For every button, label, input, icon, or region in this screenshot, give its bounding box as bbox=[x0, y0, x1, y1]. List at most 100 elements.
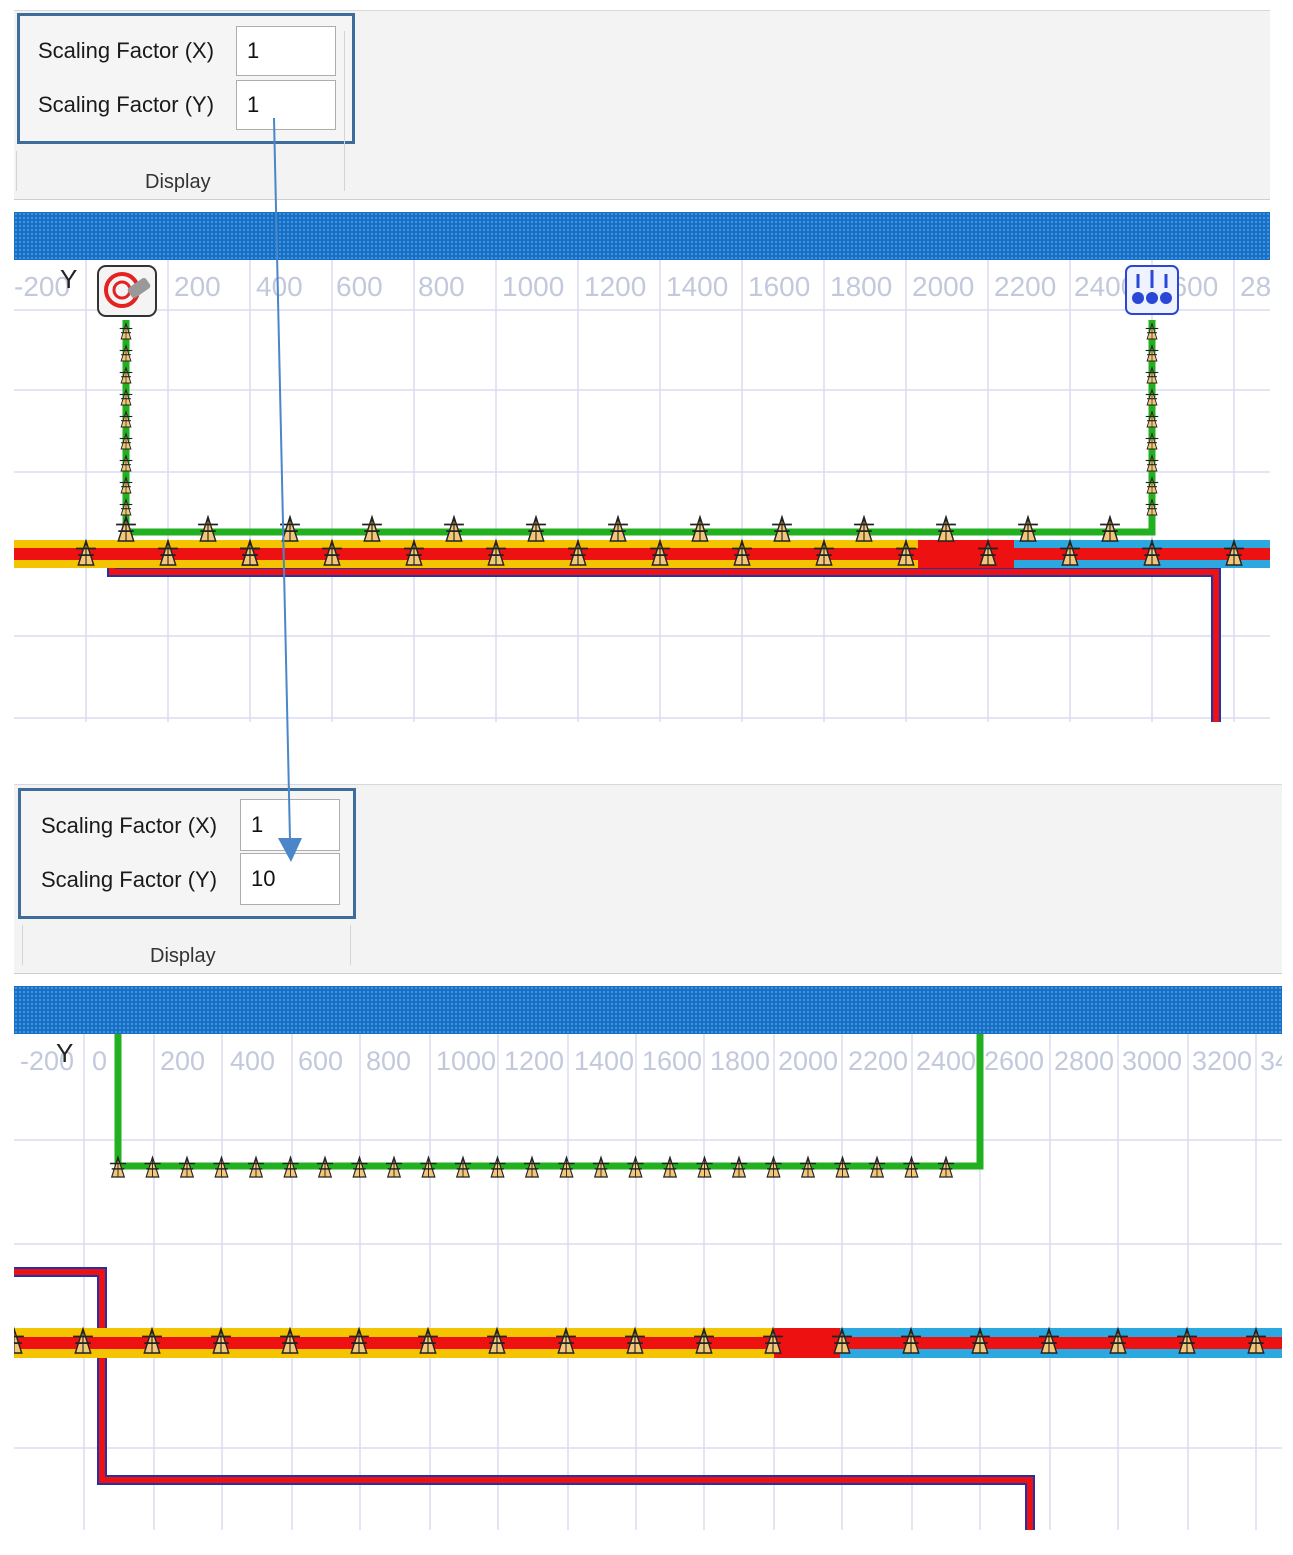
tower-icon[interactable] bbox=[1177, 1326, 1197, 1354]
tower-icon[interactable] bbox=[486, 538, 506, 566]
tower-icon[interactable] bbox=[625, 1326, 645, 1354]
tower-icon[interactable] bbox=[119, 410, 133, 428]
tower-icon[interactable] bbox=[834, 1155, 851, 1178]
tower-icon[interactable] bbox=[351, 1155, 368, 1178]
tower-icon[interactable] bbox=[1145, 344, 1159, 362]
tower-icon[interactable] bbox=[119, 498, 133, 516]
source-node-icon[interactable] bbox=[97, 265, 157, 317]
tower-icon[interactable] bbox=[772, 514, 792, 542]
tower-icon[interactable] bbox=[730, 1155, 748, 1178]
tower-icon[interactable] bbox=[489, 1155, 506, 1178]
tower-icon[interactable] bbox=[592, 1155, 610, 1178]
tower-icon[interactable] bbox=[349, 1326, 369, 1354]
tower-icon[interactable] bbox=[322, 538, 342, 566]
tower-icon[interactable] bbox=[1018, 514, 1038, 542]
tower-icon[interactable] bbox=[1145, 388, 1159, 406]
tower-icon[interactable] bbox=[178, 1155, 196, 1178]
red-line[interactable] bbox=[109, 556, 1219, 722]
red-line[interactable] bbox=[14, 1267, 1035, 1530]
tower-icon[interactable] bbox=[487, 1326, 507, 1354]
tower-icon[interactable] bbox=[1145, 454, 1159, 472]
tower-icon[interactable] bbox=[109, 1155, 127, 1178]
tower-icon[interactable] bbox=[144, 1155, 161, 1178]
tower-icon[interactable] bbox=[832, 1326, 852, 1354]
tower-icon[interactable] bbox=[650, 538, 670, 566]
tower-icon[interactable] bbox=[119, 322, 133, 340]
tower-icon[interactable] bbox=[1246, 1326, 1266, 1354]
tower-icon[interactable] bbox=[627, 1155, 644, 1178]
tower-icon[interactable] bbox=[696, 1155, 713, 1178]
tower-icon[interactable] bbox=[901, 1326, 921, 1354]
tower-icon[interactable] bbox=[1224, 538, 1244, 566]
tower-icon[interactable] bbox=[198, 514, 218, 542]
tower-icon[interactable] bbox=[119, 344, 133, 362]
tower-icon[interactable] bbox=[978, 538, 998, 566]
tower-icon[interactable] bbox=[247, 1155, 265, 1178]
green-line[interactable] bbox=[114, 1034, 984, 1170]
tower-icon[interactable] bbox=[404, 538, 424, 566]
tower-icon[interactable] bbox=[526, 514, 546, 542]
tower-icon[interactable] bbox=[362, 514, 382, 542]
tower-icon[interactable] bbox=[732, 538, 752, 566]
red-line[interactable] bbox=[107, 556, 1221, 722]
tower-icon[interactable] bbox=[420, 1155, 437, 1178]
tower-icon[interactable] bbox=[73, 1326, 93, 1354]
tower-icon[interactable] bbox=[76, 538, 96, 566]
tower-icon[interactable] bbox=[280, 1326, 300, 1354]
tower-icon[interactable] bbox=[799, 1155, 817, 1178]
tower-icon[interactable] bbox=[763, 1326, 783, 1354]
tower-icon[interactable] bbox=[556, 1326, 576, 1354]
tower-icon[interactable] bbox=[119, 432, 133, 450]
tower-icon[interactable] bbox=[661, 1155, 679, 1178]
tower-icon[interactable] bbox=[854, 514, 874, 542]
tower-icon[interactable] bbox=[444, 514, 464, 542]
tower-icon[interactable] bbox=[454, 1155, 472, 1178]
scaling-y-input[interactable]: 1 bbox=[236, 80, 336, 130]
network-canvas-bottom[interactable]: -200 0 200 400 600 800 1000 1200 1400 1600 1800 200… bbox=[14, 1034, 1282, 1530]
tower-icon[interactable] bbox=[937, 1155, 955, 1178]
network-canvas-top[interactable]: -200 200 400 600 800 1000 1200 1400 1600 1800 2000… bbox=[14, 260, 1270, 722]
tower-icon[interactable] bbox=[568, 538, 588, 566]
tower-icon[interactable] bbox=[1145, 410, 1159, 428]
tower-icon[interactable] bbox=[1108, 1326, 1128, 1354]
tower-icon[interactable] bbox=[14, 1326, 24, 1354]
tower-icon[interactable] bbox=[1100, 514, 1120, 542]
tower-icon[interactable] bbox=[896, 538, 916, 566]
tower-icon[interactable] bbox=[1145, 366, 1159, 384]
tower-icon[interactable] bbox=[119, 388, 133, 406]
tower-icon[interactable] bbox=[523, 1155, 541, 1178]
tower-icon[interactable] bbox=[385, 1155, 403, 1178]
tower-icon[interactable] bbox=[418, 1326, 438, 1354]
feeder-band-red-core[interactable] bbox=[14, 1337, 1282, 1349]
tower-icon[interactable] bbox=[694, 1326, 714, 1354]
scaling-y-input[interactable]: 10 bbox=[240, 853, 340, 905]
tower-icon[interactable] bbox=[119, 476, 133, 494]
tower-icon[interactable] bbox=[868, 1155, 886, 1178]
red-line[interactable] bbox=[14, 1269, 1033, 1530]
tower-icon[interactable] bbox=[608, 514, 628, 542]
tower-icon[interactable] bbox=[1145, 476, 1159, 494]
tower-icon[interactable] bbox=[213, 1155, 230, 1178]
tower-icon[interactable] bbox=[282, 1155, 299, 1178]
tower-icon[interactable] bbox=[1039, 1326, 1059, 1354]
tower-icon[interactable] bbox=[690, 514, 710, 542]
tower-icon[interactable] bbox=[1060, 538, 1080, 566]
tower-icon[interactable] bbox=[970, 1326, 990, 1354]
tower-icon[interactable] bbox=[936, 514, 956, 542]
tower-icon[interactable] bbox=[119, 366, 133, 384]
tower-icon[interactable] bbox=[240, 538, 260, 566]
scaling-x-input[interactable]: 1 bbox=[240, 799, 340, 851]
tower-icon[interactable] bbox=[903, 1155, 920, 1178]
tower-icon[interactable] bbox=[1145, 322, 1159, 340]
tower-icon[interactable] bbox=[142, 1326, 162, 1354]
tower-icon[interactable] bbox=[558, 1155, 575, 1178]
tower-icon[interactable] bbox=[211, 1326, 231, 1354]
tower-icon[interactable] bbox=[1142, 538, 1162, 566]
tower-icon[interactable] bbox=[158, 538, 178, 566]
tower-icon[interactable] bbox=[1145, 498, 1159, 516]
substation-node-icon[interactable] bbox=[1125, 265, 1179, 315]
tower-icon[interactable] bbox=[116, 514, 136, 542]
tower-icon[interactable] bbox=[1145, 432, 1159, 450]
feeder-band-red-core[interactable] bbox=[14, 548, 1270, 560]
scaling-x-input[interactable]: 1 bbox=[236, 26, 336, 76]
